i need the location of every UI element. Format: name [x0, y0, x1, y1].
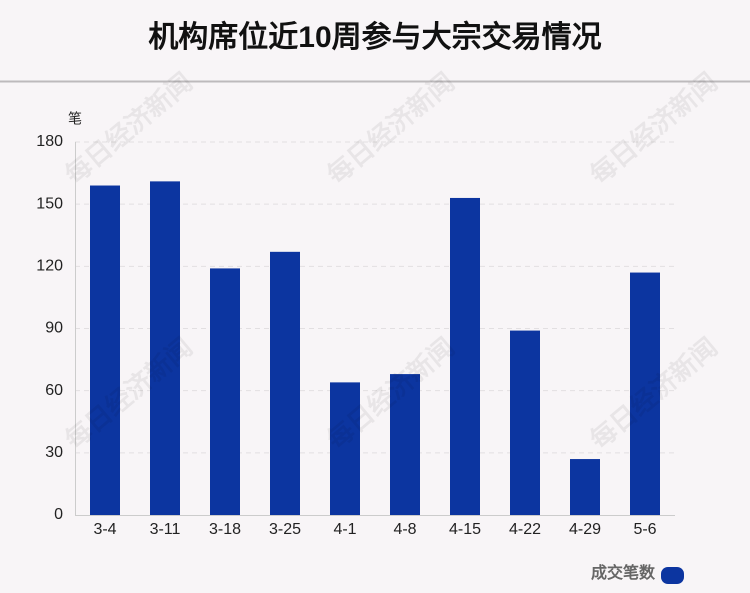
x-tick-label: 3-18 [209, 521, 241, 538]
bar [510, 330, 540, 515]
y-tick-label: 30 [45, 444, 63, 461]
legend-swatch [661, 567, 684, 584]
bar [90, 185, 120, 515]
y-tick-label: 180 [36, 133, 63, 150]
bar [270, 251, 300, 516]
x-tick-label: 3-4 [93, 521, 116, 538]
bar [630, 272, 660, 515]
bar [450, 197, 480, 515]
y-axis-label: 笔 [68, 111, 82, 127]
y-tick-label: 120 [36, 258, 63, 275]
x-tick-label: 4-22 [509, 521, 541, 538]
x-tick-label: 4-8 [393, 521, 416, 538]
bar [330, 382, 360, 515]
bar [150, 181, 180, 515]
x-tick-label: 4-15 [449, 521, 481, 538]
x-tick-label: 4-29 [569, 521, 601, 538]
y-tick-label: 60 [45, 382, 63, 399]
x-tick-label: 5-6 [633, 521, 656, 538]
y-tick-label: 0 [54, 506, 63, 523]
x-tick-label: 3-25 [269, 521, 301, 538]
bar [570, 459, 600, 515]
chart-title: 机构席位近10周参与大宗交易情况 [148, 20, 601, 54]
bar [210, 268, 240, 515]
y-tick-label: 150 [36, 195, 63, 212]
x-tick-label: 3-11 [150, 521, 181, 538]
bar [390, 374, 420, 515]
legend-label: 成交笔数 [591, 563, 656, 582]
y-tick-label: 90 [45, 320, 63, 337]
x-tick-label: 4-1 [333, 521, 356, 538]
